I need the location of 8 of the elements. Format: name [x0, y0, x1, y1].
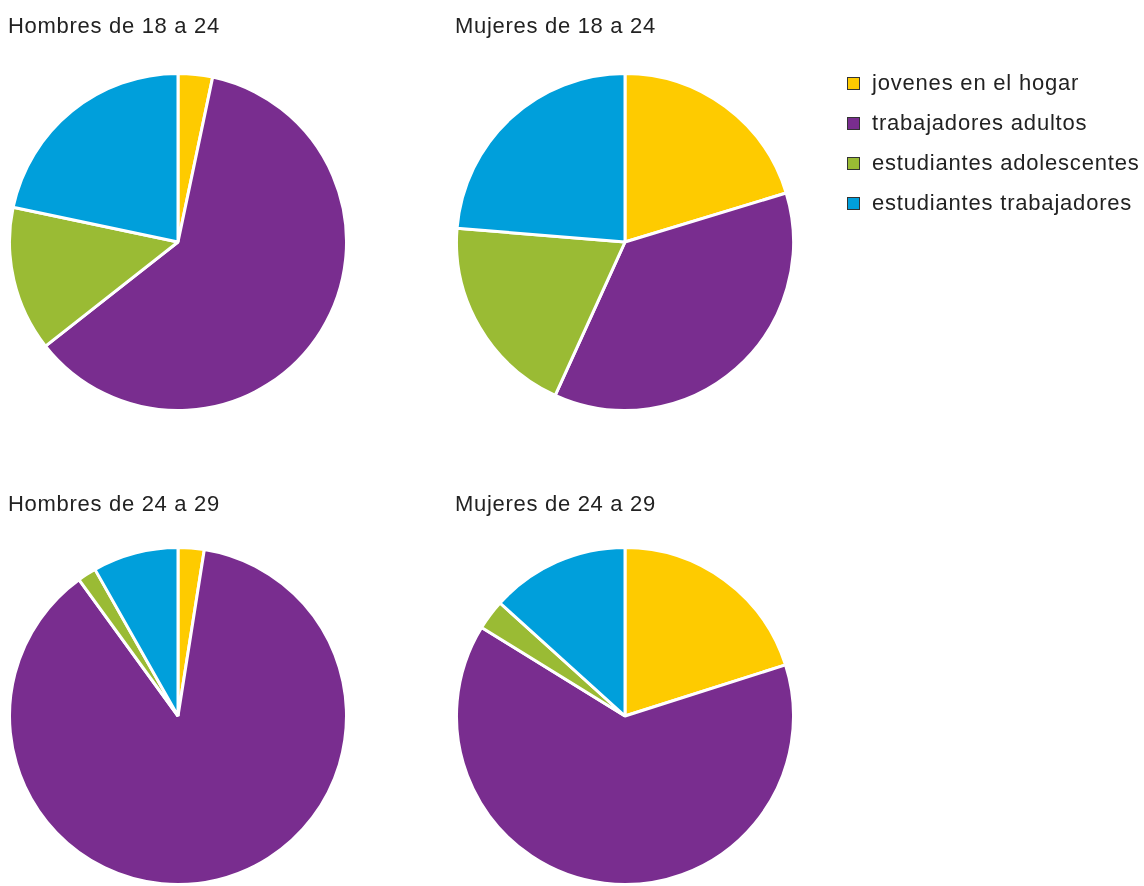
- legend-label: estudiantes trabajadores: [872, 190, 1133, 216]
- legend-label: jovenes en el hogar: [872, 70, 1080, 96]
- legend-label: trabajadores adultos: [872, 110, 1088, 136]
- chart-title: Hombres de 24 a 29: [8, 491, 220, 517]
- legend-label: estudiantes adolescentes: [872, 150, 1140, 176]
- chart-title: Hombres de 18 a 24: [8, 13, 220, 39]
- chart-title: Mujeres de 18 a 24: [455, 13, 656, 39]
- chart-title: Mujeres de 24 a 29: [455, 491, 656, 517]
